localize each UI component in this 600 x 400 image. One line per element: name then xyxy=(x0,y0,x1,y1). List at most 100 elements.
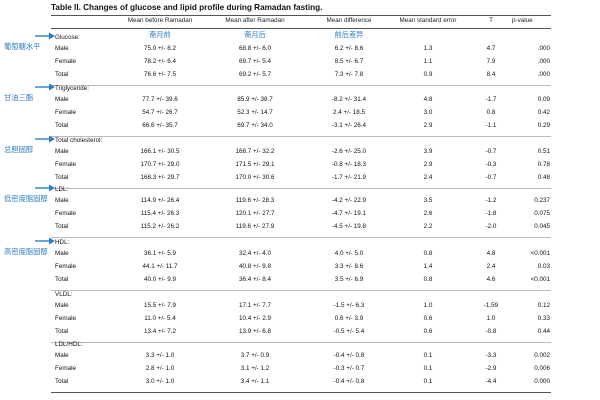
section-divider xyxy=(51,237,551,238)
table-cell: 1.1 xyxy=(423,58,433,65)
row-label: Male xyxy=(55,96,69,103)
table-cell: 0.237 xyxy=(534,197,550,204)
table-cell: 0.002 xyxy=(534,352,550,359)
table-cell: 1.3 xyxy=(423,45,433,52)
table-cell: 3.4 +/- 1.1 xyxy=(240,378,270,385)
table-cell: 32.4 +/- 4.0 xyxy=(238,250,272,257)
row-label: Female xyxy=(55,365,76,372)
row-label: Female xyxy=(55,58,76,65)
arrow-right-icon xyxy=(35,32,55,40)
table-cell: 75.0 +/- 8.2 xyxy=(143,45,177,52)
table-cell: -1.7 xyxy=(485,96,497,103)
table-cell: 3.5 +/- 6.9 xyxy=(334,276,364,283)
section-divider xyxy=(51,342,551,343)
table-cell: 36.1 +/- 5.9 xyxy=(143,250,177,257)
table-cell: -2.0 xyxy=(485,223,497,230)
table-cell: 0.6 xyxy=(423,328,433,335)
column-note: 斋月后 xyxy=(244,30,266,39)
table-cell: 171.5 +/- 29.1 xyxy=(235,161,275,168)
table-cell: 8.5 +/- 6.7 xyxy=(334,58,364,65)
section-divider xyxy=(51,188,551,189)
table-cell: 2.9 xyxy=(423,122,433,129)
column-header: Mean before Ramadan xyxy=(127,17,193,24)
table-cell: 44.1 +/- 11.7 xyxy=(142,263,178,270)
table-cell: 0.03 xyxy=(537,263,550,270)
table-cell: 4.8 xyxy=(486,250,496,257)
table-cell: 3.1 +/- 1.2 xyxy=(240,365,270,372)
table-cell: -2.9 xyxy=(485,365,497,372)
table-cell: 6.2 +/- 8.6 xyxy=(334,45,364,52)
table-cell: 40.8 +/- 9.8 xyxy=(238,263,272,270)
section-note: 高密度脂固醇 xyxy=(4,247,48,256)
table-cell: -0.8 xyxy=(485,328,497,335)
table-cell: 119.6 +/- 27.9 xyxy=(235,223,275,230)
header-rule xyxy=(51,28,551,29)
table-cell: -1.7 +/- 21.9 xyxy=(331,174,367,181)
table-cell: -0.7 xyxy=(485,148,497,155)
table-cell: 2.2 xyxy=(423,223,433,230)
table-cell: 0.075 xyxy=(534,210,550,217)
table-cell: 2.4 xyxy=(423,174,433,181)
column-header: Mean after Ramadan xyxy=(225,17,285,24)
table-cell: -1.59 xyxy=(483,302,499,309)
arrow-right-icon xyxy=(35,135,55,143)
table-cell: 168.7 +/- 32.2 xyxy=(235,148,275,155)
table-cell: 3.0 +/- 1.0 xyxy=(145,378,175,385)
section-label: VLDL: xyxy=(55,291,73,298)
arrow-right-icon xyxy=(35,237,55,245)
section-label: Glucose: xyxy=(55,34,80,41)
table-cell: -3.3 xyxy=(485,352,497,359)
table-cell: 3.0 xyxy=(423,109,433,116)
table-cell: 0.12 xyxy=(537,302,550,309)
row-label: Total xyxy=(55,174,69,181)
table-cell: 40.0 +/- 9.9 xyxy=(143,276,177,283)
table-title: Table II. Changes of glucose and lipid p… xyxy=(51,3,323,12)
table-cell: 1.0 xyxy=(486,315,496,322)
row-label: Female xyxy=(55,161,76,168)
table-cell: 7.9 xyxy=(486,58,496,65)
table-cell: 0.42 xyxy=(537,109,550,116)
row-label: Male xyxy=(55,250,69,257)
table-cell: 3.9 xyxy=(423,148,433,155)
table-cell: 0.000 xyxy=(534,378,550,385)
row-label: Total xyxy=(55,223,69,230)
table-cell: <0.001 xyxy=(530,250,550,257)
table-cell: 0.1 xyxy=(423,378,433,385)
section-label: LDL/HDL: xyxy=(55,341,83,348)
table-cell: 76.6 +/- 7.5 xyxy=(143,71,177,78)
table-cell: 0.8 xyxy=(423,250,433,257)
table-cell: 77.7 +/- 39.6 xyxy=(142,96,178,103)
table-cell: -0.3 +/- 0.7 xyxy=(333,365,365,372)
section-note: 葡萄糖水平 xyxy=(4,42,41,51)
table-cell: 0.8 xyxy=(486,109,496,116)
section-note: 总胆固醇 xyxy=(4,145,34,154)
table-cell: 68.8 +/- 6.0 xyxy=(238,45,272,52)
table-cell: -0.8 +/- 18.3 xyxy=(331,161,367,168)
table-cell: 1.0 xyxy=(423,302,433,309)
column-note: 前后差异 xyxy=(334,30,364,39)
table-cell: 4.7 xyxy=(486,45,496,52)
table-cell: 0.29 xyxy=(537,122,550,129)
table-cell: -0.4 +/- 0.8 xyxy=(333,352,365,359)
table-cell: 4.8 xyxy=(423,96,433,103)
column-header: Mean difference xyxy=(326,17,372,24)
row-label: Male xyxy=(55,45,69,52)
table-cell: 0.48 xyxy=(537,174,550,181)
table-cell: 69.2 +/- 5.7 xyxy=(238,71,272,78)
table-cell: 0.006 xyxy=(534,365,550,372)
table-cell: 119.6 +/- 28.3 xyxy=(235,197,275,204)
table-cell: 11.0 +/- 5.4 xyxy=(144,315,176,322)
table-cell: 54.7 +/- 26.7 xyxy=(142,109,178,116)
table-cell: 0.045 xyxy=(534,223,550,230)
bottom-rule xyxy=(51,392,551,393)
table-cell: 7.3 +/- 7.8 xyxy=(334,71,364,78)
table-cell: 85.9 +/- 38.7 xyxy=(237,96,273,103)
table-cell: 0.1 xyxy=(423,352,433,359)
table-cell: 52.3 +/- 14.7 xyxy=(237,109,273,116)
table-cell: 2.4 xyxy=(486,263,496,270)
table-cell: -2.6 +/- 25.0 xyxy=(331,148,367,155)
table-cell: 168.3 +/- 29.7 xyxy=(140,174,180,181)
table-cell: -0.3 xyxy=(485,161,497,168)
section-label: LDL: xyxy=(55,186,69,193)
table-cell: 120.1 +/- 27.7 xyxy=(235,210,275,217)
